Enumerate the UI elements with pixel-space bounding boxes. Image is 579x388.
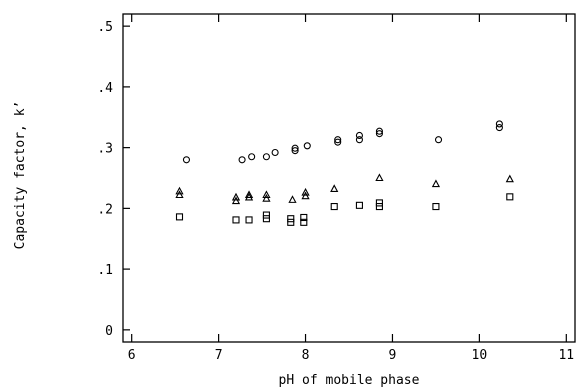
square-point [300, 218, 308, 226]
square-point [245, 216, 253, 224]
triangle-point [175, 190, 184, 199]
square-point [175, 213, 184, 221]
circle-point [262, 153, 270, 161]
square-point [330, 202, 338, 211]
circle-point [238, 156, 246, 164]
square-point [262, 215, 270, 223]
square-point [375, 202, 383, 211]
triangle-point [375, 173, 384, 182]
square-point [355, 201, 363, 209]
x-tick-label: 8 [302, 348, 310, 363]
x-tick-label: 6 [128, 348, 136, 363]
circle-point [334, 138, 342, 146]
circle-point [375, 130, 383, 138]
square-point [287, 215, 295, 223]
y-tick-label: .3 [97, 142, 113, 157]
circle-point [355, 136, 363, 144]
x-tick-label: 11 [558, 348, 574, 363]
circle-point [271, 148, 279, 157]
triangle-point [330, 184, 339, 192]
y-tick-label: .1 [97, 263, 113, 278]
data-points [175, 120, 514, 226]
square-point [506, 193, 514, 201]
triangle-point [301, 191, 310, 200]
square-point [432, 202, 440, 211]
triangle-point [244, 192, 254, 201]
square-point [300, 213, 308, 222]
triangle-point [288, 195, 297, 203]
plot-frame [122, 13, 576, 343]
square-point [232, 216, 240, 224]
circle-point [495, 124, 503, 132]
y-tick-label: .2 [97, 202, 113, 217]
y-tick-label: .5 [97, 20, 113, 35]
x-axis: 6 7 8 9 10 11 [128, 14, 574, 363]
circle-point [291, 144, 299, 152]
triangle-point [231, 192, 241, 201]
triangle-point [231, 196, 241, 205]
y-axis-title: Capacity factor, k’ [13, 101, 28, 250]
square-point [262, 211, 270, 219]
circle-point [334, 136, 342, 144]
circle-point [495, 120, 503, 128]
circle-point [182, 156, 191, 164]
x-axis-title: pH of mobile phase [279, 373, 420, 388]
triangle-point [505, 174, 514, 183]
square-point [287, 218, 295, 226]
circle-point [375, 127, 383, 135]
circle-point [434, 136, 443, 144]
circle-point [303, 142, 311, 150]
triangle-point [262, 190, 271, 199]
circle-point [355, 131, 363, 140]
y-tick-label: .4 [97, 81, 113, 96]
square-point [375, 199, 383, 207]
triangle-point [301, 187, 310, 196]
x-tick-label: 7 [215, 348, 223, 363]
triangle-point [431, 179, 441, 188]
y-axis: 0 .1 .2 .3 .4 .5 [97, 20, 130, 339]
triangle-point [175, 186, 184, 195]
x-tick-label: 9 [389, 348, 397, 363]
y-tick-label: 0 [105, 324, 113, 339]
x-tick-label: 10 [472, 348, 488, 363]
circle-point [291, 147, 299, 155]
circle-point [248, 153, 256, 161]
triangle-point [244, 190, 254, 199]
triangle-point [262, 193, 271, 202]
